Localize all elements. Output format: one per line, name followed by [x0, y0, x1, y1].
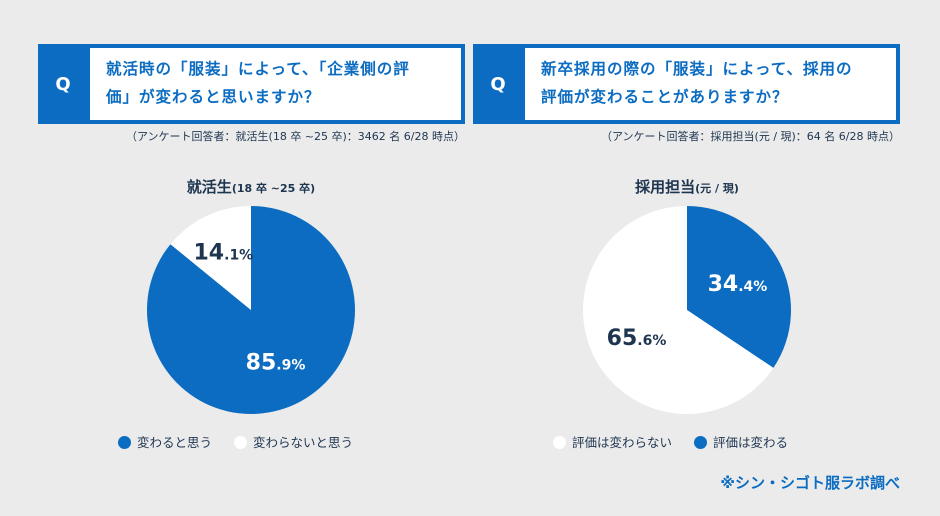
question-line: 評価が変わることがありますか？: [541, 88, 789, 106]
legend-item: 評価は変わらない: [553, 432, 672, 451]
legend-swatch: [694, 436, 708, 449]
legend-swatch: [234, 436, 248, 449]
question-text: 就活時の「服装」によって、「企業側の評 価」が変わると思いますか？: [90, 48, 461, 120]
legend-swatch: [118, 436, 131, 449]
pie-slice: [687, 206, 791, 368]
data-label: 34.4%: [708, 272, 768, 297]
question-text: 新卒採用の際の「服装」によって、採用の 評価が変わることがありますか？: [525, 48, 896, 120]
pie-slice: [170, 206, 251, 310]
chart-title: 採用担当(元 / 現): [537, 176, 837, 197]
pie-chart-2: 34.4% 65.6%: [583, 206, 791, 414]
question-line: 価」が変わると思いますか？: [106, 88, 321, 106]
question-line: 新卒採用の際の「服装」によって、採用の: [541, 60, 853, 78]
question-box-2: Q 新卒採用の際の「服装」によって、採用の 評価が変わることがありますか？: [473, 44, 900, 124]
legend-swatch: [553, 436, 566, 449]
chart-title: 就活生(18 卒 ~25 卒): [101, 176, 401, 197]
legend-2: 評価は変わらない 評価は変わる: [553, 432, 788, 451]
legend-item: 評価は変わる: [694, 432, 788, 451]
data-label: 14.1%: [194, 241, 254, 266]
legend-label: 評価は変わる: [713, 435, 789, 450]
pie-chart-1: 85.9% 14.1%: [147, 206, 355, 414]
legend-item: 変わらないと思う: [234, 432, 353, 451]
question-box-1: Q 就活時の「服装」によって、「企業側の評 価」が変わると思いますか？: [38, 44, 465, 124]
legend-label: 変わらないと思う: [253, 435, 354, 450]
q-mark: Q: [55, 73, 71, 95]
data-label: 65.6%: [607, 326, 667, 351]
question-line: 就活時の「服装」によって、「企業側の評: [106, 60, 410, 78]
legend-item: 変わると思う: [118, 432, 212, 451]
chart-title-sub: (18 卒 ~25 卒): [231, 182, 316, 195]
q-mark: Q: [490, 73, 506, 95]
survey-note: （アンケート回答者：就活生(18 卒 ~25 卒)：3462 名 6/28 時点…: [125, 130, 465, 143]
legend-1: 変わると思う 変わらないと思う: [118, 432, 353, 451]
legend-label: 変わると思う: [137, 435, 213, 450]
data-label: 85.9%: [246, 351, 306, 376]
chart-title-main: 就活生: [186, 178, 232, 196]
pie-slice: [583, 206, 774, 414]
source-credit: ※シン・シゴト服ラボ調べ: [720, 474, 900, 492]
chart-title-main: 採用担当: [635, 178, 696, 196]
chart-title-sub: (元 / 現): [695, 182, 739, 195]
legend-label: 評価は変わらない: [572, 435, 673, 450]
survey-note: （アンケート回答者：採用担当(元 / 現)：64 名 6/28 時点）: [600, 130, 900, 143]
